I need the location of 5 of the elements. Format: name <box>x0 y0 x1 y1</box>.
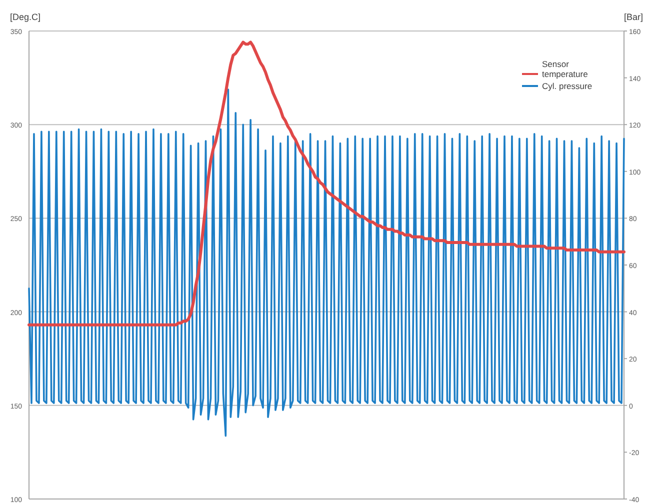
legend-label: Sensor temperature <box>542 59 588 79</box>
line-series <box>28 40 626 326</box>
y2-axis-title: [Bar] <box>624 12 643 22</box>
legend-label: Cyl. pressure <box>542 81 592 91</box>
y-axis-title: [Deg.C] <box>10 12 41 22</box>
